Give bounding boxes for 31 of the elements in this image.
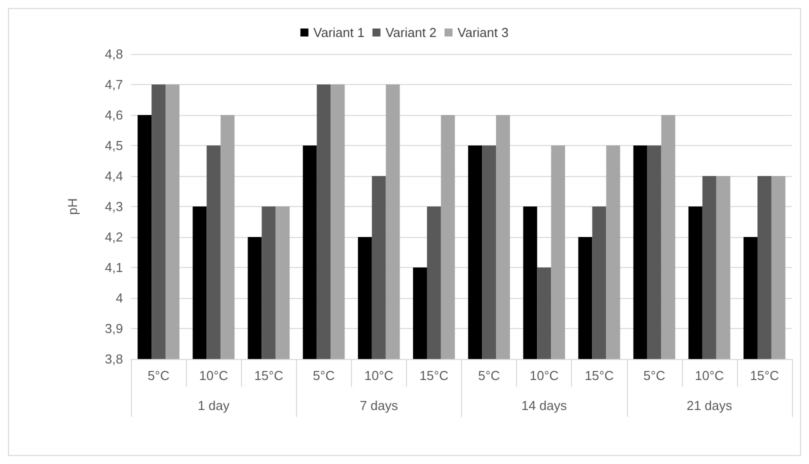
x-tick-label: 5°C	[148, 368, 170, 383]
legend-label: Variant 2	[385, 25, 437, 40]
y-tick-label: 3,8	[104, 352, 123, 366]
y-tick-label: 3,9	[104, 321, 123, 336]
x-tick-label: 15°C	[584, 368, 614, 383]
x-tick-label: 10°C	[364, 368, 394, 383]
y-tick-label: 4,8	[104, 46, 123, 62]
y-axis-title: pH	[65, 198, 80, 215]
y-tick-label: 4,4	[104, 168, 123, 184]
x-tick-label: 15°C	[419, 368, 448, 383]
y-tick-label: 4,6	[104, 108, 123, 122]
x-tick-label: 10°C	[199, 368, 228, 383]
x-tick-label: 5°C	[312, 368, 335, 383]
x-tick-label: 10°C	[694, 368, 724, 383]
y-tick-label: 4	[116, 290, 123, 306]
y-tick-label: 4,5	[104, 138, 123, 153]
legend-label: Variant 1	[313, 25, 364, 40]
x-tick-label: 5°C	[643, 368, 666, 383]
x-tick-label: 10°C	[530, 368, 559, 383]
legend-label: Variant 3	[458, 25, 509, 40]
y-tick-label: 4,3	[104, 199, 123, 214]
text: 1 day	[198, 398, 230, 413]
x-tick-label: 5°C	[478, 368, 500, 383]
y-tick-label: 4,1	[104, 260, 123, 275]
x-tick-label: 15°C	[750, 368, 779, 383]
text: 14 days	[521, 398, 568, 413]
text: 7 days	[360, 398, 399, 413]
text: 21 days	[686, 398, 733, 413]
y-tick-label: 4,2	[104, 230, 123, 244]
y-tick-label: 4,7	[104, 77, 123, 92]
x-tick-label: 15°C	[254, 368, 284, 383]
